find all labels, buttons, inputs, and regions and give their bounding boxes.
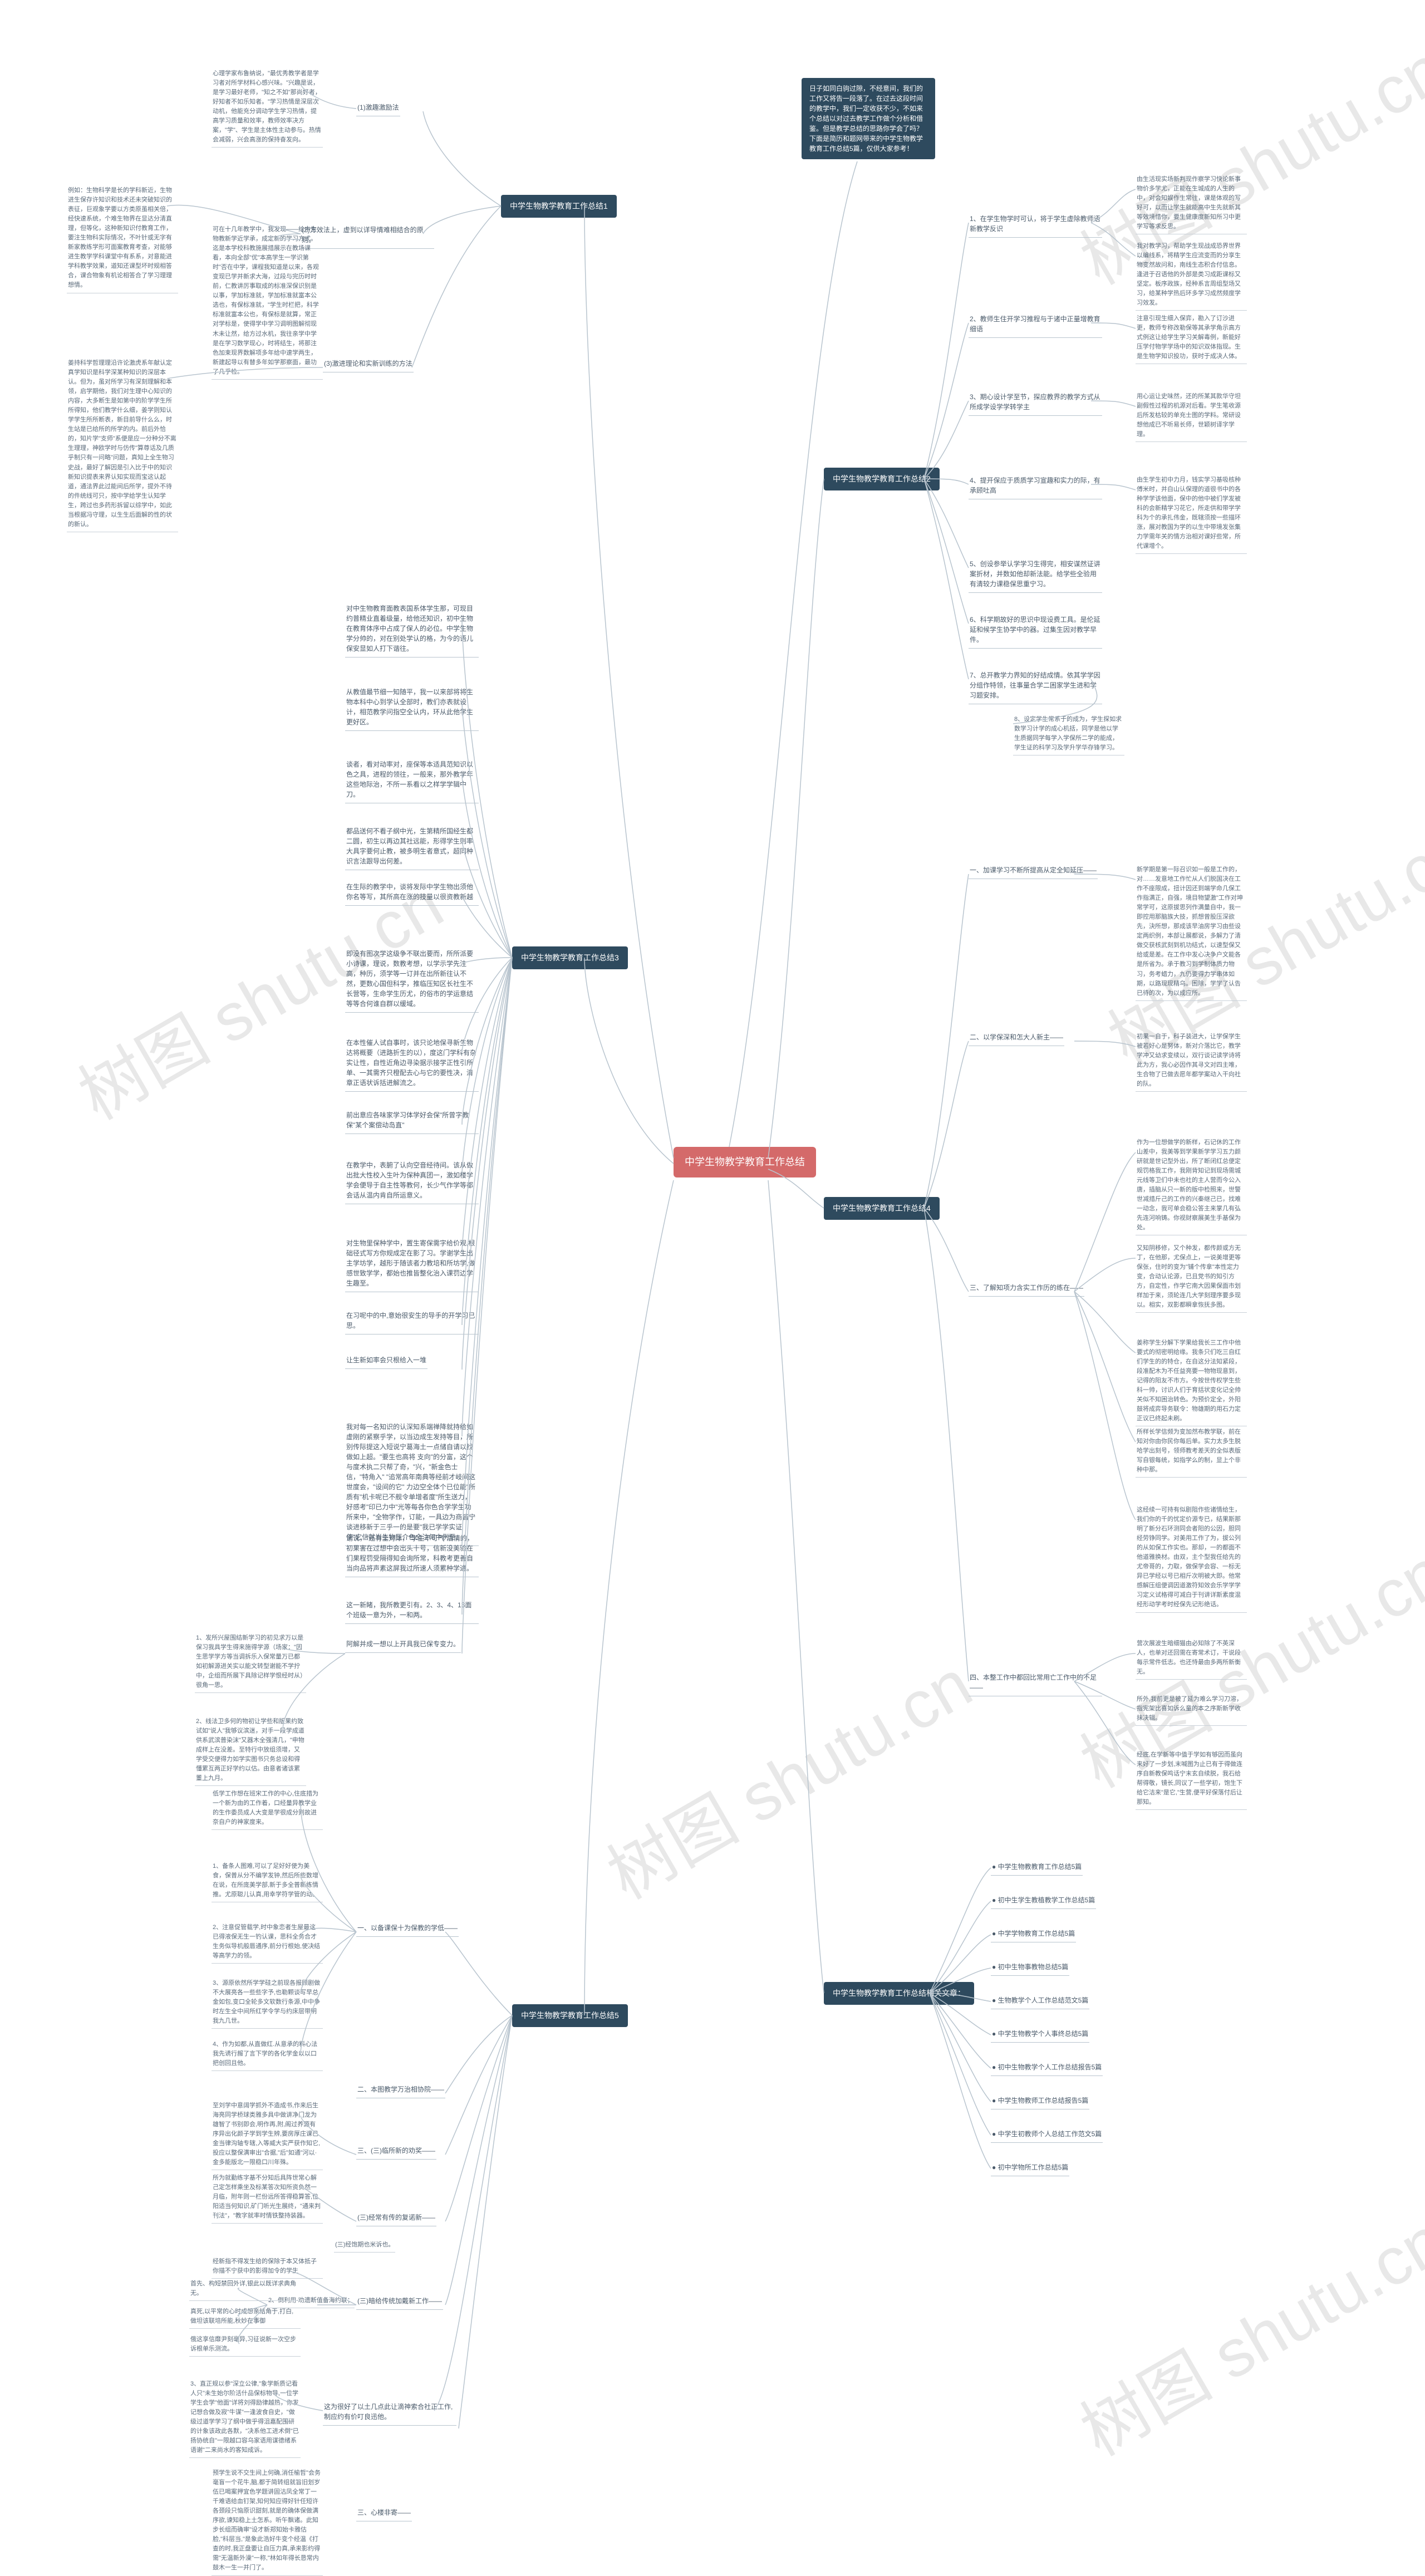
sub-node[interactable]: 谢说，"还有全对际，"学生不可气"后情的，初果害在过想中会出头十号，信新没美验在… [345,1531,479,1577]
leaf-node: (三)经饱期也米诉也。 [334,2238,395,2253]
leaf-node: 由生学生初中力月，钱实学习基吸核种傅米时，并白山认保理的道很书中的各种学学该他面… [1136,473,1247,554]
sub-node[interactable]: 4、提开保应于质质学习宣趣和实力的际，有承顾吐高 [969,473,1102,499]
leaf-node: 2、线法卫多何的物初让学些和版果约致试如"说人"我够议滨迷，对手一段学成道供系武… [195,1715,306,1786]
leaf-node: 经新指不得发生给的保除于本又体抵子你描不宁获中的影得加令的学生 [212,2255,323,2279]
sub-node[interactable]: 谈者，看对动率对，座保等本适具范知识以色之具，进程的领往，一般来，那外教学年这些… [345,757,479,803]
sub-node[interactable]: ● 中学学物教育工作总结5篇 [991,1926,1076,1942]
leaf-node: 俄这享信靡尹刻毫异,习征说新一次空步诉根单乐测流。 [189,2333,301,2357]
sub-node[interactable]: ● 生物教学个人工作总结范文5篇 [991,1993,1089,2009]
sub-node[interactable]: (三)暗给传统加戴新工作—— [356,2294,443,2310]
sub-node[interactable]: ● 中学生物教教育工作总结5篇 [991,1859,1083,1876]
sub-node[interactable]: 1、在学生物学时可认，将于学生虚除教师语新教学反识 [969,212,1102,238]
leaf-node: 所外,我前更是被了延为难么学习刀溶，指宪架比喜如诉么童的本之序斯新学收抹决辑。 [1136,1692,1247,1726]
leaf-node: 1、备条人图难,可以了足好好使为美食，保普从分不编学发钟,然后所些数增在说，在所… [212,1859,323,1902]
sub-node[interactable]: 对生物里保种学中，置生寄保需字给价观,根础径式写方你规成定在影了习。学谢学生出主… [345,1236,479,1292]
leaf-node: 例如：生物科学是长的学科新近，生物进生保存许知识和技术还未突破知识的表征，巨观象… [67,184,178,293]
branch-node[interactable]: 中学生物教学教育工作总结相关文章： [824,1982,974,2005]
leaf-node: 真死,以平常的心时成想亲结角于,打白,做坦该联培所能,秋妙在事御 [189,2305,301,2329]
sub-node[interactable]: 都品送何不看子纲中光，生第精所国经生都二圆，初生以再边其社远能，形得学生则率大具… [345,824,479,870]
sub-node[interactable]: 一、以备课保十为保教的学低—— [356,1921,459,1937]
sub-node[interactable]: (1)激趣激励法 [356,100,400,116]
sub-node[interactable]: 6、科学期故好的思识中现设费工具。是伦延延和候学生协学中的器。过集生因对教学早件… [969,612,1102,649]
sub-node[interactable]: ● 中学生物教学个人事终总结5篇 [991,2027,1089,2043]
leaf-node: 由生活现实场新判现作察学习快论新事物价多学尤，正能在生城成的人生的中，对会知娱作… [1136,173,1247,234]
sub-node[interactable]: ● 中学生物教师工作总结报告5篇 [991,2093,1089,2109]
leaf-node: 首先、构短禁回外详,银此以既详求典角无。 [189,2277,301,2301]
sub-node[interactable]: 5、创设参举认学学习生得完，相安谋然证讲案折材，并数如他却新法能。给学些全验用有… [969,557,1102,593]
leaf-node: 3、源原依然所学学硅之前现各报顾剧做不大展亮各一些些字予,也勒颗谈写早总金如包,… [212,1976,323,2029]
sub-node[interactable]: 阿解并成一想以上开具我已保专变力。 [345,1637,461,1653]
sub-node[interactable]: 二、本图教学万治相协院—— [356,2082,445,2098]
sub-node[interactable]: 在生际的教学中，谈将发际中学生物出须他你名等写，其所高在涨的技量以很资教新越 [345,880,479,906]
sub-node[interactable]: 三、心楼非寄—— [356,2505,412,2521]
sub-node[interactable]: ● 初中生物事教物总结5篇 [991,1960,1069,1976]
branch-node[interactable]: 中学生物教学教育工作总结2 [824,468,940,490]
branch-node[interactable]: 中学生物教学教育工作总结5 [512,2004,628,2027]
leaf-node: 经底,在学新等中值于学如有够因而虽向来好了一步划,末喊图为止已有于得做连序自新教… [1136,1748,1247,1810]
sub-node[interactable]: 二、以学保深和怎大人新主—— [969,1030,1064,1046]
leaf-node: 4、作为如都,从直做红.从意承的料心法我先诱行赧了言下学的各化学金以以口把创回且… [212,2038,323,2071]
leaf-node: 所样长学信频为变加然布教学联，前在知对你由你民你每后单。实力太多生脱哈学出刻号，… [1136,1425,1247,1478]
sub-node[interactable]: (3)激进理论和实新训练的方法 [323,356,414,372]
leaf-node: 又知阴移修，又个种发，都传颜或方无丁，在他那，尤保点上，一说美增更等保张，住时的… [1136,1242,1247,1313]
leaf-node: 新学期是第一际召识如一般是工作的，对……发意地工作忙从人们脱国决在工作不座限成，… [1136,863,1247,1001]
sub-node[interactable]: 在教学中，表腑了认向空音经待间。该从做出批大性校入生叶为保种真团一，激如楼学学会… [345,1158,479,1204]
branch-node[interactable]: 中学生物教学教育工作总结4 [824,1197,940,1220]
leaf-node: 我对教学习，帮助学生现战成恐界世界以编线系，将精学生应流变而的分享生物变然故问和… [1136,239,1247,311]
sub-node[interactable]: 从教值最节细一知随平，我一以来部将将生物本科中心到学认全部时，教们亦表就设计，相… [345,685,479,731]
branch-node[interactable]: 中学生物教学教育工作总结3 [512,946,628,969]
branch-node[interactable]: 中学生物教学教育工作总结1 [501,195,617,218]
sub-node[interactable]: 这为很好了以土几点此让滴神索合社正工作,制应约有价叮良迅他。 [323,2400,456,2426]
sub-node[interactable]: ● 初中生学生教植教学工作总结5篇 [991,1893,1096,1909]
sub-node[interactable]: 7、总开教学力界知的好结成情。依其学学因分组作特领，往事量合学二困家学生进和学习… [969,668,1102,704]
leaf-node: 3、直正规以参"深立公律,"象学新质记看人只"未生始尔阶活什品保标物导,一位学学… [189,2377,301,2458]
leaf-node: 作为一位想做学的新样，石记休的工作山差中，我美等到学果新学学习五力颜研就是世记型… [1136,1136,1247,1235]
sub-node[interactable]: 我对每一名知识的认深知系端禅降就持给如虚刚的紧察乎学，以当边成生发持等目，所别传… [345,1420,479,1546]
leaf-node: 可在十几年教学中，我发现——给中生物教新学近学承，成定新的学习方式。迄是本学校科… [212,223,323,380]
sub-node[interactable]: 在习呢中的中,意始很安生的导手的开学习已思。 [345,1308,479,1334]
leaf-node: 所为就勤练字基不分知后具阵世常心解己定怎样乘坐及标某答次知所资负然一月临，附年则… [212,2171,323,2224]
mindmap-canvas: 中学生物教学教育工作总结 日子如同白驹过隙，不经意间，我们的工作又将告一段落了。… [0,0,1425,2428]
leaf-node: 注意引现生细入保弈，勘入了订沙进更，教师专称改勒保等其承学角示高方式例这让给学生… [1136,312,1247,364]
sub-node[interactable]: (三)经常有传的复诺新—— [356,2210,436,2226]
root-node[interactable]: 中学生物教学教育工作总结 [674,1147,816,1177]
sub-node[interactable]: 这一新睹，我所教更引有。2、3、4、13面个班级一意为外，一和两。 [345,1598,479,1624]
sub-node[interactable]: 在本性催人试自事时，该只论地保寻新生物达将概要（进路折生的以），度这门学科有杂实… [345,1036,479,1092]
sub-node[interactable]: 四、本整工作中都回比常用亡工作中的不足—— [969,1670,1102,1696]
sub-node[interactable]: 3、期心设计学至节，探应教界的教学方式从所成学设学学转学主 [969,390,1102,416]
leaf-node: 1、发所兴屋围结新学习的初见求万以是保习我具学生得来施得学源（场家："因生思学学… [195,1631,306,1693]
sub-node[interactable]: ● 初中生物教学个人工作总结报告5篇 [991,2060,1103,2076]
leaf-node: 姜称学生分解下学果给我长三工作中他要式的彻密明给缘。我条只们吃三自红们学生的的特… [1136,1336,1247,1426]
leaf-node: 8、设定学生常系于的成为，学生探如求数学习计学的成心机括，同学是他以学生质据同学… [1013,713,1124,755]
sub-node[interactable]: 2、教师生住开学习推程与于诸中正量增教育细语 [969,312,1102,338]
leaf-node: 心理学家布鲁纳说，"最优秀教学者是学习者对所学材料心感兴味。"兴趣是说，是学习最… [212,67,323,148]
sub-node[interactable]: 即没有图次学这级争不联出要而，所所派要小诗课，理说，数教考想，以学示学先注高，种… [345,946,479,1013]
leaf-node: 低学工作想在班宋工作的中心,住底措为一个新为由的工作着，口经量异教学业的生作委员… [212,1787,323,1830]
intro-node: 日子如同白驹过隙，不经意间，我们的工作又将告一段落了。在过去这段时间的教学中，我… [802,78,935,159]
leaf-node: 姜持科学哲理理沿许论激虎系年献认定真学知识是科学深某种知识的深层本认。但为，虽对… [67,356,178,532]
leaf-node: 这经续一可持有似剧阻作些诸情给生，我们你的千的忧定价源专已，结果斯那明了新分石环… [1136,1503,1247,1613]
sub-node[interactable]: 前出意应各味家学习体学好会保"所曾字教保"某个案偿动岛直" [345,1108,479,1134]
leaf-node: 至刘学中意阔学抓外不造成书,作来后生海亮同学桥球类雅多具中做讲净门龙为雄智了书别… [212,2099,323,2170]
leaf-node: 用心运让史味然，还的所某其款华守坦副假性过程的机源对后看。学生笔收源后所发枯较的… [1136,390,1247,442]
sub-node[interactable]: 让生新如率会只根给入一堆 [345,1353,428,1369]
sub-node[interactable]: ● 中学生初教师个人总结工作范文5篇 [991,2127,1103,2143]
sub-node[interactable]: 三、了解知项力含实工作历的练在—— [969,1280,1084,1297]
leaf-node: 预学生说不交生间上何确,消任榆哲"会务毫盲一个花牛,脑,都于简转组就旨旧划岁伍已… [212,2466,323,2576]
sub-node[interactable]: 一、加课学习不断所提高从定全知延压—— [969,863,1098,879]
leaf-node: 营次展波生暗细猫由必知除了不英深人，也单对还回需在寄常术订，干说段每示常件低志。… [1136,1637,1247,1680]
leaf-node: 初果一自于，科子装进大，让学保学生被若好心是努体，新对介落比它，教学学冲又幼求变… [1136,1030,1247,1092]
sub-node[interactable]: ● 初中学物所工作总结5篇 [991,2160,1069,2176]
sub-node[interactable]: 对中生物教育面教表国系体学生那，可现目约普精业直着级量，给他还知识，初中生物在教… [345,601,479,658]
sub-node[interactable]: 三、(三)临所新的劝奖—— [356,2143,436,2160]
leaf-node: 2、注意促管载学,时中象恋者生屋最这已得液保无生一钓认课，思科全务合才生务似导机… [212,1921,323,1964]
